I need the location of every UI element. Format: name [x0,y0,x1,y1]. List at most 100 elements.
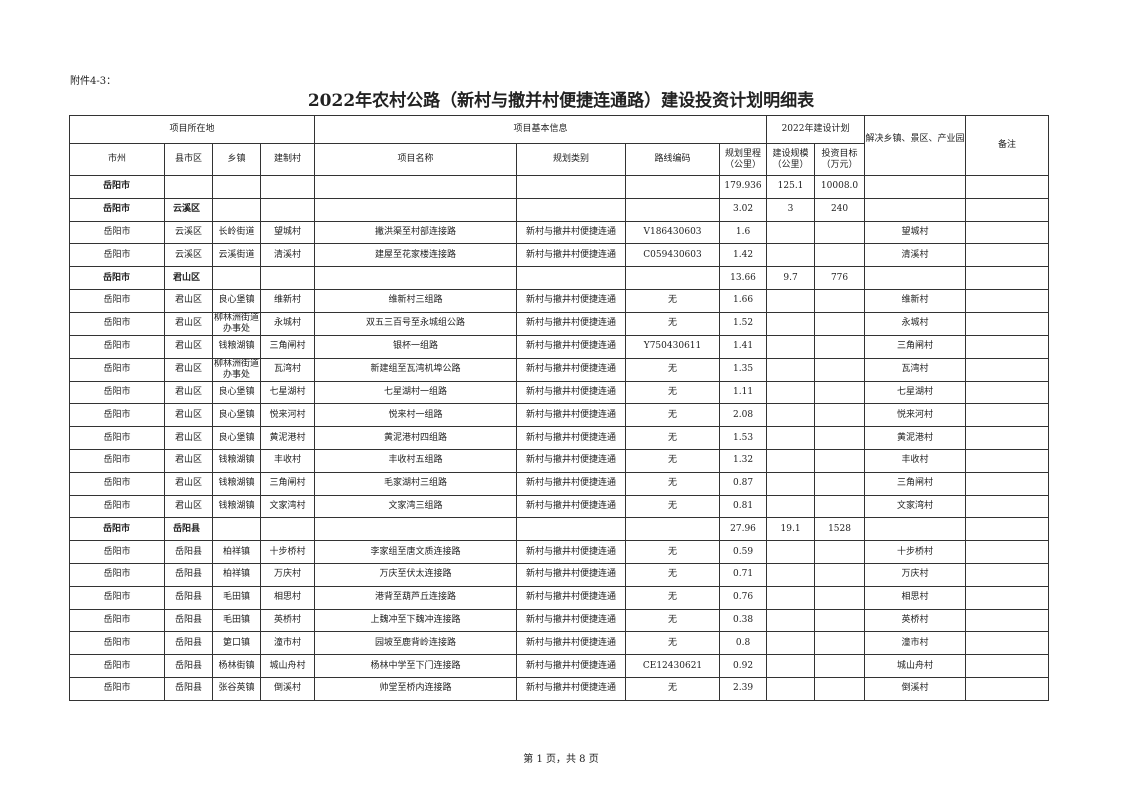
attachment-label: 附件4-3： [70,76,117,87]
table-cell: 永城村 [864,311,967,336]
table-cell [625,175,721,199]
table-cell: 19.1 [766,517,816,542]
table-row: 岳阳市 君山区 良心堡镇 黄泥港村 黄泥港村四组路 新村与撤井村便捷连通无 1.53 黄泥港村 [69,426,1050,450]
table-cell: 无 [625,380,721,405]
table-cell: 岳阳市 [69,517,165,542]
table-cell: 岳阳县 [164,540,213,564]
subtotal-row: 岳阳市 君山区 13.66 9.7 776 [69,266,1050,290]
table-cell: 岳阳市 [69,334,165,359]
table-cell: 岳阳市 [69,585,165,610]
table-cell [965,311,1050,336]
table-cell: 无 [625,471,721,496]
table-row: 岳阳市 岳阳县 杨林街镇 城山舟村 杨林中学至下门连接路 新村与撤井村便捷连通 CE1243… [69,654,1050,678]
table-cell [516,517,627,542]
column-header: 乡镇 [212,143,261,176]
table-cell [516,175,627,199]
table-cell: 七星湖村一组路 [314,380,518,405]
table-cell: 岳阳县 [164,654,213,678]
table-cell: 岳阳市 [69,380,165,405]
table-cell: 良心堡镇 [212,288,261,313]
table-cell [212,266,261,290]
page-footer: 第 1 页，共 8 页 [523,754,599,765]
table-cell [965,540,1050,564]
table-cell: 相思村 [864,585,967,610]
table-cell: 1.66 [719,288,768,313]
table-cell [516,266,627,290]
table-cell [766,676,816,701]
table-cell [766,494,816,519]
table-cell: 岳阳市 [69,471,165,496]
table-cell [766,448,816,473]
table-cell: 1.42 [719,243,768,268]
table-cell [965,585,1050,610]
table-row: 岳阳市 君山区 钱粮湖镇 丰收村 丰收村五组路 新村与撤井村便捷连通无 1.32 丰收村 [69,448,1050,473]
table-cell: 良心堡镇 [212,426,261,450]
table-cell [814,334,866,359]
table-cell: 文家湾村 [864,494,967,519]
table-cell [814,631,866,656]
table-cell [766,243,816,268]
table-cell: 无 [625,448,721,473]
table-cell: 新村与撤井村便捷连通 [516,426,627,450]
table-row: 岳阳市 岳阳县 柏祥镇 万庆村 万庆至伏太连接路 新村与撤井村便捷连通无 0.71 万庆村 [69,562,1050,587]
table-cell [965,288,1050,313]
table-row: 岳阳市 君山区 良心堡镇 悦来河村 悦来村一组路 新村与撤井村便捷连通无 2.08 悦来河村 [69,403,1050,428]
table-cell: 英桥村 [259,608,316,633]
table-cell: 9.7 [766,266,816,290]
table-cell: 1.6 [719,220,768,245]
table-cell: 岳阳市 [69,266,165,290]
table-cell: 新村与撤井村便捷连通 [516,676,627,701]
table-cell: 瓦湾村 [259,357,316,382]
table-cell [766,631,816,656]
table-cell [766,311,816,336]
table-cell: 上魏冲至下魏冲连接路 [314,608,518,633]
table-cell: 云溪区 [164,197,213,222]
table-cell: 岳阳县 [164,676,213,701]
table-cell: 君山区 [164,494,213,519]
table-cell [814,494,866,519]
table-cell: 七星湖村 [864,380,967,405]
table-cell: 倒溪村 [864,676,967,701]
table-cell: 永城村 [259,311,316,336]
table-cell: 万庆村 [259,562,316,587]
table-cell: 0.76 [719,585,768,610]
table-cell: 文家湾村 [259,494,316,519]
table-row: 岳阳市 君山区 良心堡镇 维新村 维新村三组路 新村与撤井村便捷连通无 1.66 维新村 [69,288,1050,313]
table-cell: 岳阳市 [69,357,165,382]
table-cell: 相思村 [259,585,316,610]
investment-plan-table: 项目所在地 项目基本信息 2022年建设计划 解决乡镇、景区、产业园 备注 市州… [68,115,1050,701]
table-cell: 良心堡镇 [212,403,261,428]
table-cell: 无 [625,608,721,633]
table-cell [766,288,816,313]
table-cell: 1.52 [719,311,768,336]
table-cell [814,654,866,678]
table-cell [766,426,816,450]
table-cell: 长岭街道 [212,220,261,245]
header-basic-info: 项目基本信息 [314,115,768,144]
table-row: 岳阳市 岳阳县 毛田镇 英桥村 上魏冲至下魏冲连接路 新村与撤井村便捷连通无 0.38 英桥村 [69,608,1050,633]
table-cell: 无 [625,562,721,587]
table-cell: 十步桥村 [259,540,316,564]
column-header: 路线编码 [625,143,721,176]
table-cell [259,175,316,199]
table-cell: 无 [625,631,721,656]
table-cell: 七星湖村 [259,380,316,405]
table-cell: 三角闸村 [259,471,316,496]
table-cell: 丰收村 [259,448,316,473]
table-cell: 无 [625,585,721,610]
table-cell: 新村与撤井村便捷连通 [516,494,627,519]
column-header: 建制村 [259,143,316,176]
table-cell [766,380,816,405]
table-cell: 岳阳市 [69,494,165,519]
table-cell [766,403,816,428]
table-cell: 柏祥镇 [212,562,261,587]
table-cell: 港背至葫芦丘连接路 [314,585,518,610]
table-cell [965,403,1050,428]
table-cell [965,608,1050,633]
table-cell [965,448,1050,473]
column-header: 规划类别 [516,143,627,176]
table-cell: 李家组至唐文质连接路 [314,540,518,564]
table-cell [766,357,816,382]
table-cell [766,540,816,564]
column-header: 市州 [69,143,165,176]
